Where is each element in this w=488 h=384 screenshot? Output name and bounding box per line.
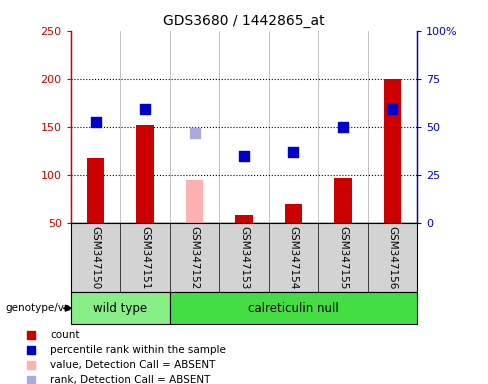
- Point: [141, 106, 149, 113]
- Text: genotype/variation: genotype/variation: [5, 303, 104, 313]
- Point: [27, 362, 35, 368]
- Point: [27, 332, 35, 338]
- Point: [339, 124, 347, 130]
- Text: GSM347153: GSM347153: [239, 226, 249, 290]
- Bar: [285, 204, 302, 223]
- Bar: [186, 180, 203, 223]
- Point: [388, 106, 396, 113]
- Point: [240, 152, 248, 159]
- Bar: [235, 215, 253, 223]
- Bar: [334, 178, 352, 223]
- Bar: [87, 159, 104, 223]
- Text: GSM347154: GSM347154: [288, 226, 299, 290]
- Point: [27, 377, 35, 383]
- Text: rank, Detection Call = ABSENT: rank, Detection Call = ABSENT: [50, 375, 210, 384]
- Text: wild type: wild type: [93, 302, 147, 314]
- Text: GSM347151: GSM347151: [140, 226, 150, 290]
- Text: count: count: [50, 330, 80, 340]
- Text: percentile rank within the sample: percentile rank within the sample: [50, 345, 226, 355]
- Point: [191, 131, 199, 137]
- Title: GDS3680 / 1442865_at: GDS3680 / 1442865_at: [163, 14, 325, 28]
- Text: GSM347156: GSM347156: [387, 226, 398, 290]
- Text: GSM347150: GSM347150: [90, 226, 101, 290]
- Text: value, Detection Call = ABSENT: value, Detection Call = ABSENT: [50, 360, 215, 370]
- Point: [92, 119, 100, 125]
- Point: [27, 347, 35, 353]
- Text: GSM347155: GSM347155: [338, 226, 348, 290]
- Point: [289, 149, 297, 155]
- Bar: [136, 125, 154, 223]
- Bar: [384, 79, 401, 223]
- Text: GSM347152: GSM347152: [189, 226, 200, 290]
- Text: calreticulin null: calreticulin null: [248, 302, 339, 314]
